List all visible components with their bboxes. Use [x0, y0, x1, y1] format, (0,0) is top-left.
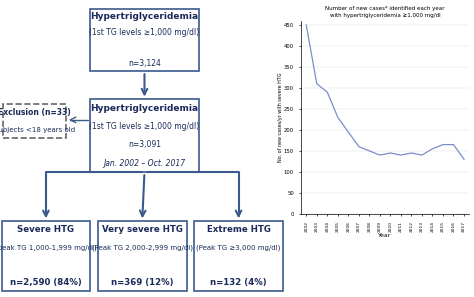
FancyBboxPatch shape [98, 221, 187, 291]
FancyBboxPatch shape [90, 99, 199, 172]
Text: (Peak TG 2,000-2,999 mg/dl): (Peak TG 2,000-2,999 mg/dl) [91, 244, 193, 251]
FancyBboxPatch shape [1, 221, 90, 291]
Text: (1st TG levels ≥1,000 mg/dl): (1st TG levels ≥1,000 mg/dl) [90, 28, 200, 37]
FancyBboxPatch shape [3, 104, 66, 138]
Text: Hypertriglyceridemia: Hypertriglyceridemia [91, 104, 199, 113]
Text: Subjects <18 years old: Subjects <18 years old [0, 127, 75, 132]
Text: Jan. 2002 – Oct. 2017: Jan. 2002 – Oct. 2017 [103, 159, 185, 168]
Text: (peak TG 1,000-1,999 mg/dl): (peak TG 1,000-1,999 mg/dl) [0, 244, 97, 251]
Text: (Peak TG ≥3,000 mg/dl): (Peak TG ≥3,000 mg/dl) [196, 244, 281, 251]
Text: Extreme HTG: Extreme HTG [207, 225, 271, 235]
Text: n=3,091: n=3,091 [128, 140, 161, 149]
Text: Hypertriglyceridemia: Hypertriglyceridemia [91, 12, 199, 21]
Text: n=132 (4%): n=132 (4%) [210, 278, 267, 287]
Title: Number of new cases* identified each year
with hypertriglyceridemia ≥1,000 mg/dl: Number of new cases* identified each yea… [325, 7, 445, 18]
Text: Severe HTG: Severe HTG [18, 225, 74, 235]
Text: (1st TG levels ≥1,000 mg/dl): (1st TG levels ≥1,000 mg/dl) [90, 122, 200, 131]
Text: n=369 (12%): n=369 (12%) [111, 278, 173, 287]
Text: Very severe HTG: Very severe HTG [102, 225, 182, 235]
Text: n=3,124: n=3,124 [128, 59, 161, 68]
Y-axis label: No. of new cases/yr with severe HTG: No. of new cases/yr with severe HTG [278, 72, 283, 162]
X-axis label: Year: Year [378, 233, 392, 238]
FancyBboxPatch shape [194, 221, 283, 291]
Text: Exclusion (n=33): Exclusion (n=33) [0, 108, 71, 117]
Text: n=2,590 (84%): n=2,590 (84%) [10, 278, 82, 287]
FancyBboxPatch shape [90, 9, 199, 71]
